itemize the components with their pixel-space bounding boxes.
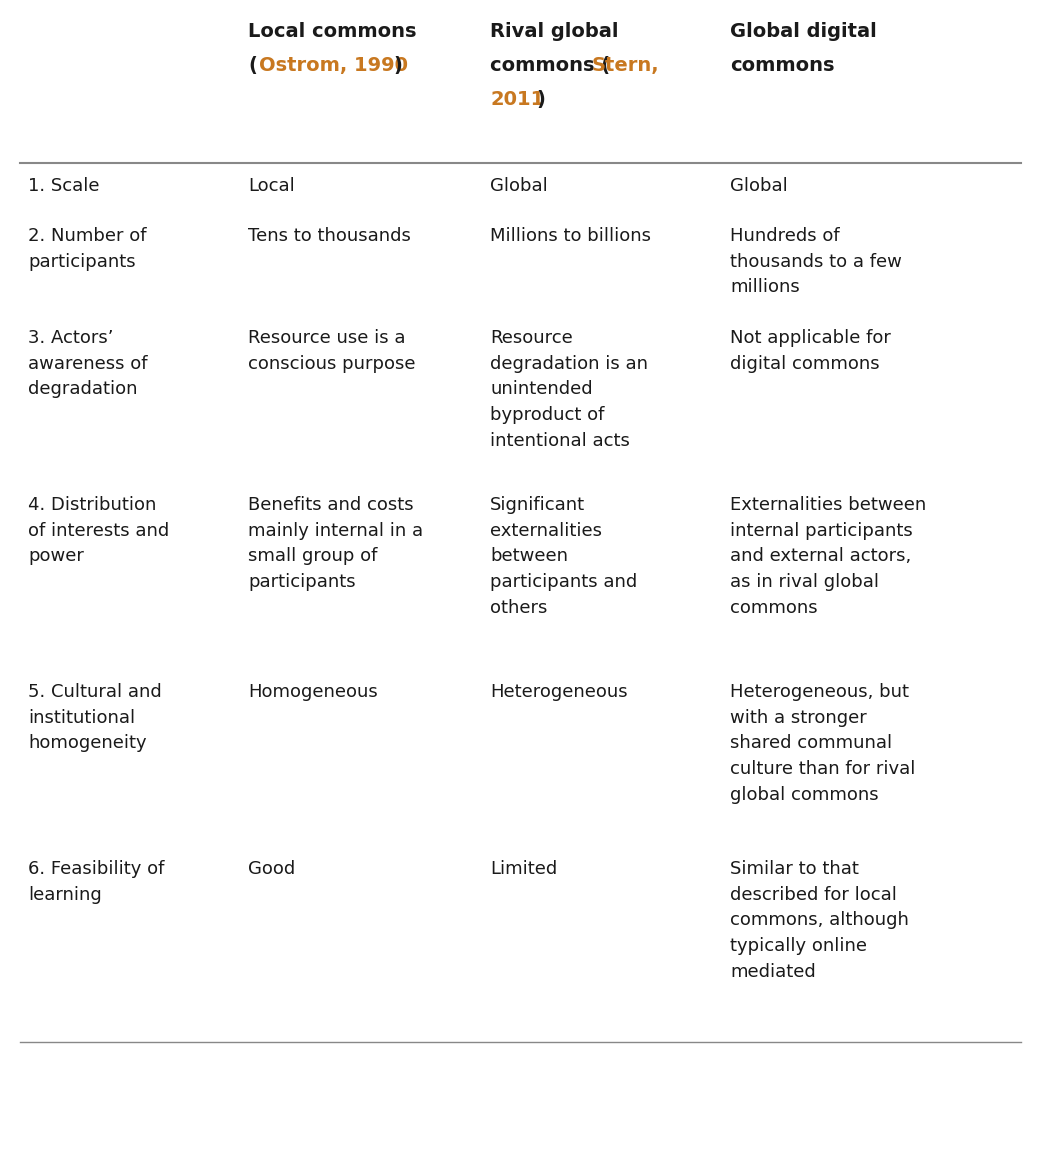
- Text: Millions to billions: Millions to billions: [490, 227, 651, 245]
- Text: 2011: 2011: [490, 90, 544, 108]
- Text: 6. Feasibility of
learning: 6. Feasibility of learning: [28, 860, 164, 904]
- Text: 3. Actors’
awareness of
degradation: 3. Actors’ awareness of degradation: [28, 329, 148, 398]
- Text: Local: Local: [248, 177, 295, 195]
- Text: (: (: [248, 57, 257, 75]
- Text: Global digital: Global digital: [730, 22, 877, 42]
- Text: Hundreds of
thousands to a few
millions: Hundreds of thousands to a few millions: [730, 227, 902, 297]
- Text: Not applicable for
digital commons: Not applicable for digital commons: [730, 329, 890, 373]
- Text: ): ): [393, 57, 402, 75]
- Text: Resource
degradation is an
unintended
byproduct of
intentional acts: Resource degradation is an unintended by…: [490, 329, 648, 450]
- Text: Limited: Limited: [490, 860, 557, 878]
- Text: Local commons: Local commons: [248, 22, 417, 42]
- Text: Global: Global: [490, 177, 548, 195]
- Text: 4. Distribution
of interests and
power: 4. Distribution of interests and power: [28, 496, 169, 565]
- Text: Ostrom, 1990: Ostrom, 1990: [259, 57, 408, 75]
- Text: Resource use is a
conscious purpose: Resource use is a conscious purpose: [248, 329, 416, 373]
- Text: Similar to that
described for local
commons, although
typically online
mediated: Similar to that described for local comm…: [730, 860, 909, 981]
- Text: Heterogeneous: Heterogeneous: [490, 683, 628, 700]
- Text: Significant
externalities
between
participants and
others: Significant externalities between partic…: [490, 496, 637, 616]
- Text: Global: Global: [730, 177, 788, 195]
- Text: 5. Cultural and
institutional
homogeneity: 5. Cultural and institutional homogeneit…: [28, 683, 162, 752]
- Text: Homogeneous: Homogeneous: [248, 683, 378, 700]
- Text: Externalities between
internal participants
and external actors,
as in rival glo: Externalities between internal participa…: [730, 496, 926, 616]
- Text: Benefits and costs
mainly internal in a
small group of
participants: Benefits and costs mainly internal in a …: [248, 496, 423, 591]
- Text: Rival global: Rival global: [490, 22, 618, 42]
- Text: Heterogeneous, but
with a stronger
shared communal
culture than for rival
global: Heterogeneous, but with a stronger share…: [730, 683, 915, 804]
- Text: commons (: commons (: [490, 57, 610, 75]
- Text: ): ): [536, 90, 544, 108]
- Text: 1. Scale: 1. Scale: [28, 177, 100, 195]
- Text: Tens to thousands: Tens to thousands: [248, 227, 410, 245]
- Text: Stern,: Stern,: [592, 57, 660, 75]
- Text: 2. Number of
participants: 2. Number of participants: [28, 227, 146, 271]
- Text: commons: commons: [730, 57, 834, 75]
- Text: Good: Good: [248, 860, 295, 878]
